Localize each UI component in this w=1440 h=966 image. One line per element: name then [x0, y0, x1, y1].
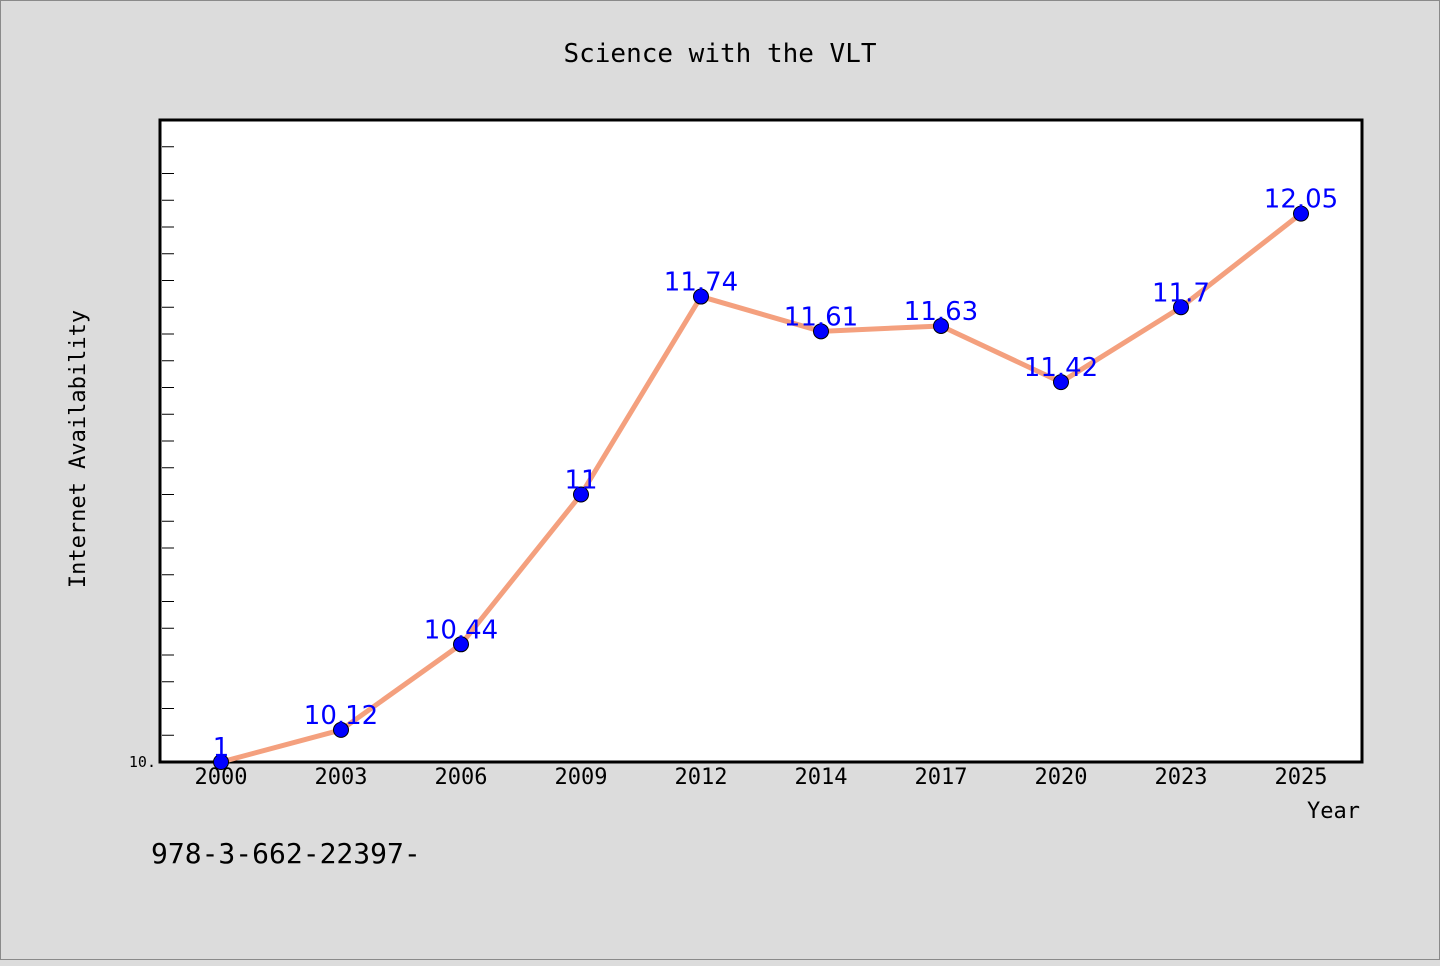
data-label: 12.05: [1264, 185, 1338, 215]
data-point: [453, 636, 469, 653]
x-tick-label: 2014: [795, 765, 848, 790]
data-label: 11.42: [1024, 353, 1098, 383]
data-label: 1: [213, 733, 230, 763]
y-axis-ticks: [162, 146, 174, 736]
data-point: [1293, 205, 1309, 222]
y-axis-tick-labels: 10.: [129, 753, 156, 771]
x-tick-label: 2006: [435, 765, 488, 790]
x-tick-label: 2003: [315, 765, 368, 790]
x-tick-label: 2009: [555, 765, 608, 790]
data-label: 11.61: [784, 302, 858, 332]
y-axis-label: Internet Availability: [66, 310, 91, 588]
x-axis-tick-labels: 2000 2003 2006 2009 2012 2014 2017 2020 2023 2025: [195, 765, 1328, 790]
data-point: [813, 323, 829, 340]
data-point: [213, 754, 229, 770]
x-tick-label: 2020: [1035, 765, 1088, 790]
series-line: [220, 211, 1303, 765]
x-axis-label: Year: [1307, 799, 1360, 824]
data-point: [573, 486, 589, 503]
data-point: [1173, 299, 1189, 316]
data-point: [333, 721, 349, 738]
data-point: [693, 288, 709, 305]
plot-area: [158, 118, 1364, 764]
data-label: 11.74: [664, 268, 738, 298]
x-tick-label: 2023: [1155, 765, 1208, 790]
x-tick-label: 2025: [1275, 765, 1328, 790]
data-label: 11.63: [904, 297, 978, 327]
data-label: 10.44: [424, 615, 498, 645]
data-label: 11: [564, 466, 597, 496]
y-tick-label: 10.: [129, 753, 156, 771]
footnote-text: 978-3-662-22397-: [151, 837, 421, 870]
chart-title: Science with the VLT: [563, 39, 876, 69]
series-layer: 1 10.12 10.44 11 11.74 11.61 11.63 11.42 11.7 12.…: [213, 185, 1338, 770]
x-tick-label: 2017: [915, 765, 968, 790]
data-point: [1053, 374, 1069, 391]
data-point: [933, 317, 949, 334]
data-label: 11.7: [1152, 278, 1210, 308]
data-label: 10.12: [304, 701, 378, 731]
x-tick-label: 2012: [675, 765, 728, 790]
